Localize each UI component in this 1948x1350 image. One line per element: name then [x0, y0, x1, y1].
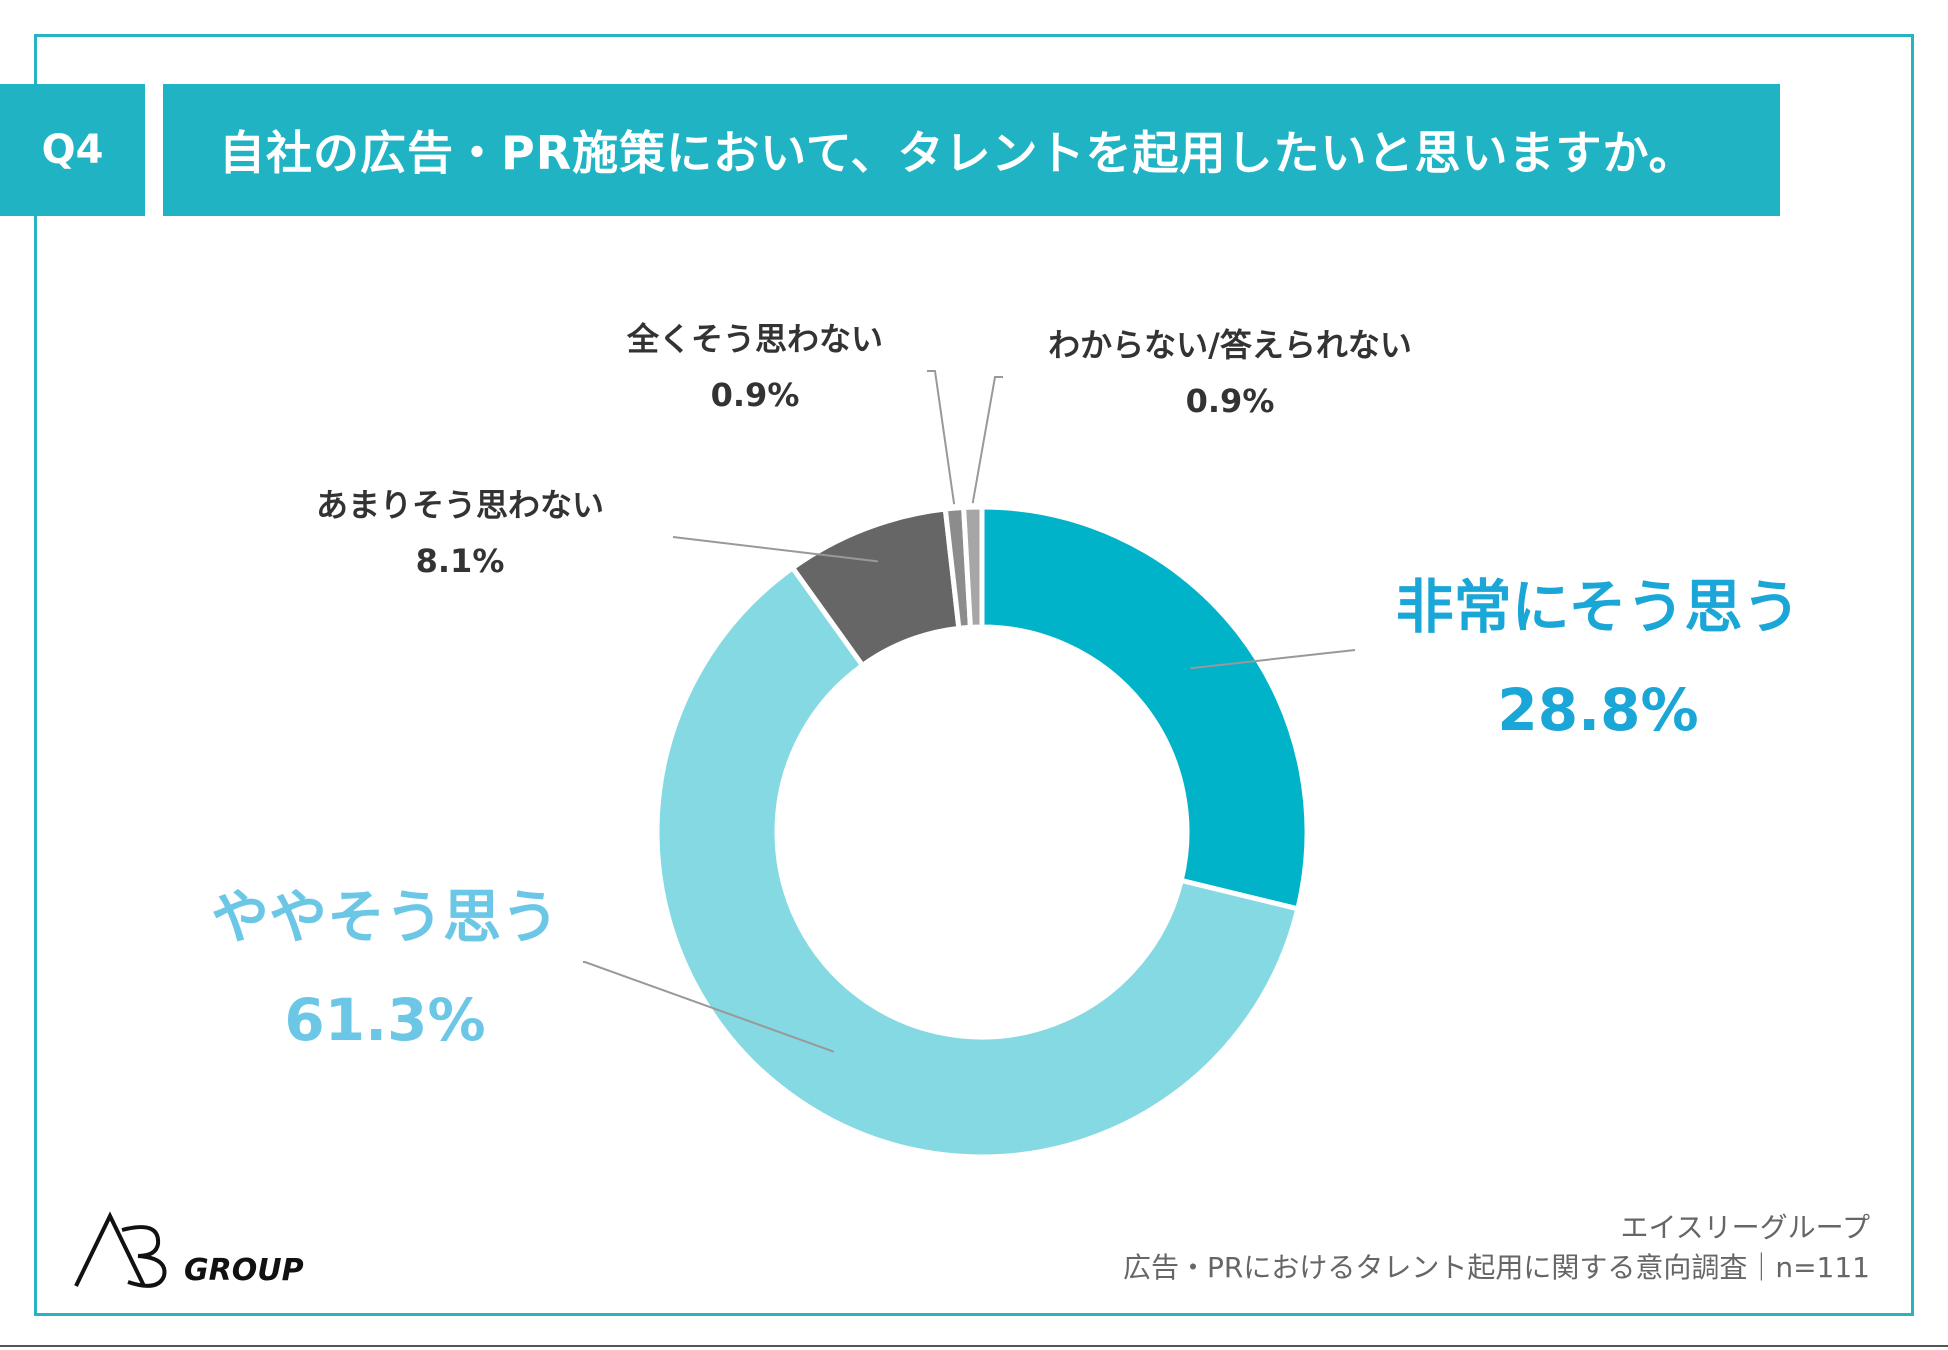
leader-line-2	[672, 536, 878, 563]
leader-line-3	[927, 370, 956, 505]
label-slice-4-category: わからない/答えられない	[1048, 326, 1412, 364]
label-slice-2: あまりそう思わない 8.1%	[290, 486, 630, 581]
label-slice-4: わからない/答えられない 0.9%	[1020, 326, 1440, 421]
leader-line-4	[971, 376, 1003, 504]
donut-slice-0	[979, 504, 1310, 912]
bottom-divider	[0, 1345, 1948, 1347]
question-number: Q4	[41, 127, 104, 173]
label-slice-4-value: 0.9%	[1185, 382, 1275, 421]
label-slice-3: 全くそう思わない 0.9%	[600, 320, 910, 415]
a3-logo-mark-icon	[74, 1211, 167, 1288]
donut-slice-4	[960, 504, 985, 630]
label-slice-0: 非常にそう思う 28.8%	[1388, 560, 1808, 744]
label-slice-2-value: 8.1%	[415, 542, 505, 581]
chart-title: 自社の広告・PR施策において、タレントを起用したいと思いますか。	[219, 126, 1696, 180]
question-number-badge: Q4	[0, 84, 145, 216]
donut-slice-1	[654, 564, 1301, 1160]
label-slice-1: ややそう思う 61.3%	[190, 870, 580, 1054]
leader-line-0	[1190, 649, 1356, 670]
label-slice-3-value: 0.9%	[710, 376, 800, 415]
label-slice-0-category: 非常にそう思う	[1395, 573, 1801, 641]
label-slice-0-value: 28.8%	[1497, 676, 1699, 744]
a3-group-logo: GROUP	[72, 1210, 304, 1290]
label-slice-3-category: 全くそう思わない	[626, 320, 883, 358]
footer-survey: 広告・PRにおけるタレント起用に関する意向調査｜n=111	[1123, 1250, 1870, 1284]
label-slice-2-category: あまりそう思わない	[315, 486, 604, 524]
title-banner: 自社の広告・PR施策において、タレントを起用したいと思いますか。	[163, 84, 1780, 216]
logo-text: GROUP	[184, 1253, 304, 1288]
footer-company: エイスリーグループ	[1620, 1211, 1870, 1244]
label-slice-1-value: 61.3%	[284, 986, 486, 1054]
leader-line-1	[583, 961, 835, 1053]
chart-frame	[34, 34, 1914, 1316]
label-slice-1-category: ややそう思う	[210, 883, 559, 951]
footer-source: エイスリーグループ 広告・PRにおけるタレント起用に関する意向調査｜n=111	[1123, 1208, 1870, 1288]
